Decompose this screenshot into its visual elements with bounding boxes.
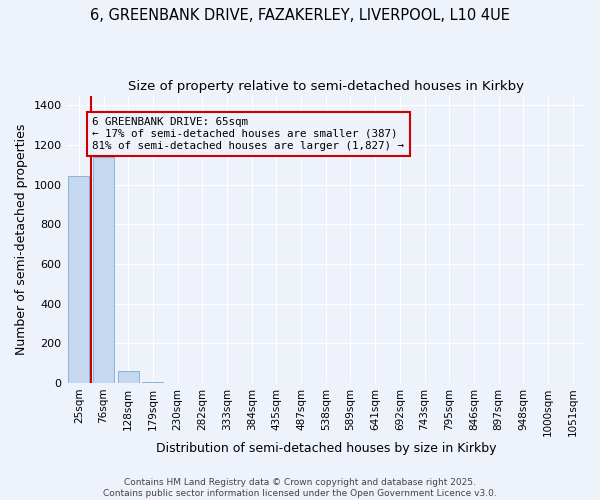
Title: Size of property relative to semi-detached houses in Kirkby: Size of property relative to semi-detach… bbox=[128, 80, 524, 93]
Text: Contains HM Land Registry data © Crown copyright and database right 2025.
Contai: Contains HM Land Registry data © Crown c… bbox=[103, 478, 497, 498]
Y-axis label: Number of semi-detached properties: Number of semi-detached properties bbox=[15, 124, 28, 355]
Text: 6 GREENBANK DRIVE: 65sqm
← 17% of semi-detached houses are smaller (387)
81% of : 6 GREENBANK DRIVE: 65sqm ← 17% of semi-d… bbox=[92, 118, 404, 150]
Bar bbox=[68, 176, 89, 383]
Bar bbox=[142, 382, 163, 383]
Text: 6, GREENBANK DRIVE, FAZAKERLEY, LIVERPOOL, L10 4UE: 6, GREENBANK DRIVE, FAZAKERLEY, LIVERPOO… bbox=[90, 8, 510, 22]
Bar bbox=[118, 371, 139, 383]
X-axis label: Distribution of semi-detached houses by size in Kirkby: Distribution of semi-detached houses by … bbox=[155, 442, 496, 455]
Bar bbox=[93, 157, 114, 383]
